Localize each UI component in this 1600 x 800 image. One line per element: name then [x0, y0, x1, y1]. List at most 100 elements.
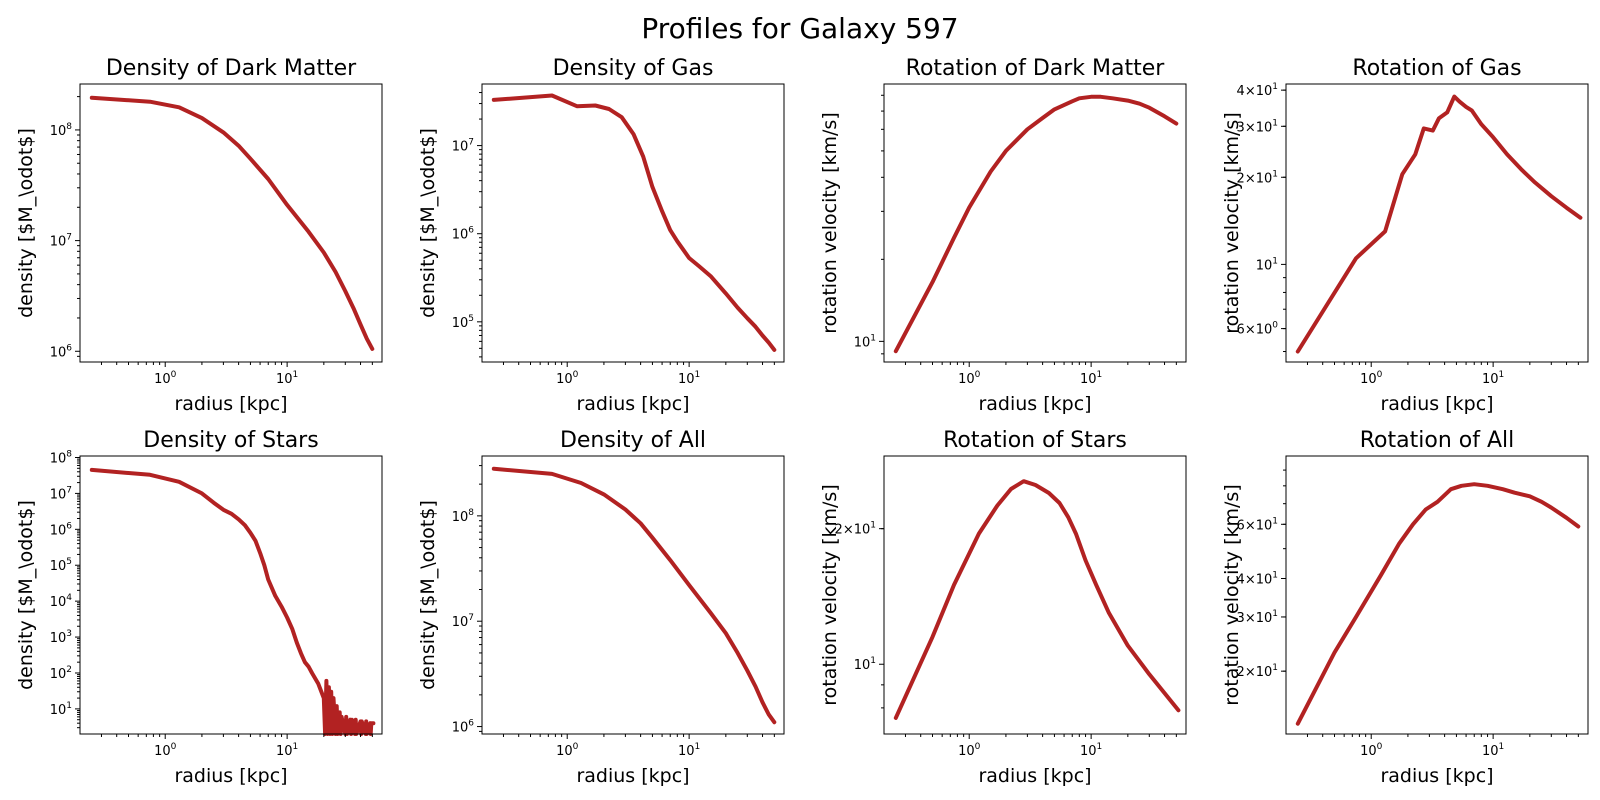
- y-tick-label: 107: [50, 233, 72, 250]
- x-tick-label: 100: [958, 742, 981, 759]
- tick-exponent: 1: [1499, 370, 1505, 380]
- tick-base: 10: [452, 228, 469, 243]
- profile-line: [491, 93, 777, 352]
- profile-line: [1295, 94, 1583, 354]
- tick-exponent: 7: [66, 485, 72, 495]
- tick-base: 2×10: [1237, 171, 1273, 186]
- tick-base: 10: [276, 744, 293, 759]
- tick-base: 4×10: [1237, 572, 1273, 587]
- x-tick-label: 101: [1080, 742, 1102, 759]
- y-tick-label: 107: [452, 138, 474, 155]
- y-tick-label: 108: [50, 449, 73, 466]
- tick-base: 10: [556, 744, 573, 759]
- y-tick-label: 105: [452, 314, 474, 331]
- tick-base: 10: [678, 744, 695, 759]
- profile-line: [893, 94, 1179, 354]
- plot-frame: [79, 83, 383, 363]
- tick-base: 10: [1360, 744, 1377, 759]
- y-axis-label: density [$M_\odot$]: [15, 500, 37, 690]
- tick-exponent: 1: [695, 742, 701, 752]
- tick-exponent: 0: [975, 742, 981, 752]
- tick-exponent: 1: [870, 656, 876, 666]
- tick-exponent: 1: [1272, 516, 1278, 526]
- tick-exponent: 0: [573, 742, 579, 752]
- tick-exponent: 1: [1272, 118, 1278, 128]
- x-tick-label: 101: [276, 742, 298, 759]
- tick-exponent: 6: [468, 226, 474, 236]
- tick-exponent: 0: [975, 370, 981, 380]
- y-tick-label: 3×101: [1237, 609, 1278, 626]
- profile-line: [89, 95, 375, 351]
- tick-exponent: 1: [1272, 663, 1278, 673]
- y-tick-label: 108: [50, 122, 73, 139]
- tick-base: 10: [1256, 258, 1273, 273]
- tick-exponent: 7: [468, 138, 474, 148]
- tick-exponent: 2: [66, 665, 72, 675]
- plot-frame: [481, 455, 785, 735]
- y-tick-label: 105: [50, 557, 72, 574]
- plot-frame: [883, 83, 1187, 363]
- tick-base: 10: [50, 487, 67, 502]
- x-axis-label: radius [kpc]: [978, 765, 1091, 787]
- x-tick-label: 101: [678, 370, 700, 387]
- x-tick-label: 101: [1482, 370, 1504, 387]
- y-tick-label: 106: [50, 343, 73, 360]
- tick-exponent: 6: [468, 719, 474, 729]
- tick-base: 10: [50, 124, 67, 139]
- y-tick-label: 106: [50, 521, 73, 538]
- tick-base: 10: [154, 744, 171, 759]
- x-tick-label: 100: [1360, 370, 1383, 387]
- tick-base: 10: [958, 372, 975, 387]
- tick-base: 2×10: [835, 523, 871, 538]
- tick-base: 10: [452, 140, 469, 155]
- y-axis-label: rotation velocity [km/s]: [819, 112, 841, 333]
- x-tick-label: 100: [556, 370, 579, 387]
- tick-exponent: 7: [468, 613, 474, 623]
- tick-exponent: 8: [66, 449, 72, 459]
- subplot-title: Rotation of Gas: [1352, 56, 1521, 81]
- y-tick-label: 107: [50, 485, 72, 502]
- y-tick-label: 2×101: [1237, 663, 1278, 680]
- x-tick-label: 101: [1080, 370, 1102, 387]
- y-axis-label: rotation velocity [km/s]: [1221, 112, 1243, 333]
- plot-frame: [1285, 83, 1589, 363]
- tick-exponent: 3: [66, 629, 72, 639]
- y-tick-label: 4×101: [1237, 570, 1278, 587]
- tick-exponent: 1: [1272, 256, 1278, 266]
- y-tick-label: 2×101: [835, 521, 876, 538]
- x-tick-label: 100: [154, 370, 177, 387]
- x-tick-label: 101: [1482, 742, 1504, 759]
- x-axis-label: radius [kpc]: [576, 393, 689, 415]
- y-axis-label: rotation velocity [km/s]: [819, 484, 841, 705]
- x-axis-label: radius [kpc]: [1380, 393, 1493, 415]
- y-tick-label: 106: [452, 719, 475, 736]
- x-tick-label: 100: [154, 742, 177, 759]
- figure-title: Profiles for Galaxy 597: [641, 12, 958, 45]
- tick-exponent: 1: [1272, 82, 1278, 92]
- y-axis-label: density [$M_\odot$]: [417, 128, 439, 318]
- plot-frame: [481, 83, 785, 363]
- tick-base: 10: [1360, 372, 1377, 387]
- tick-base: 10: [50, 345, 67, 360]
- y-tick-label: 108: [452, 508, 475, 525]
- tick-base: 10: [958, 744, 975, 759]
- tick-exponent: 1: [66, 701, 72, 711]
- tick-exponent: 1: [1097, 742, 1103, 752]
- tick-exponent: 1: [293, 370, 299, 380]
- tick-exponent: 0: [1377, 370, 1383, 380]
- plot-frame: [883, 455, 1187, 735]
- tick-exponent: 0: [171, 370, 177, 380]
- tick-exponent: 1: [293, 742, 299, 752]
- tick-base: 10: [50, 703, 67, 718]
- tick-base: 10: [50, 631, 67, 646]
- tick-base: 10: [50, 559, 67, 574]
- tick-exponent: 1: [695, 370, 701, 380]
- subplot-title: Rotation of Dark Matter: [906, 56, 1166, 81]
- x-tick-label: 100: [958, 370, 981, 387]
- tick-base: 3×10: [1237, 611, 1273, 626]
